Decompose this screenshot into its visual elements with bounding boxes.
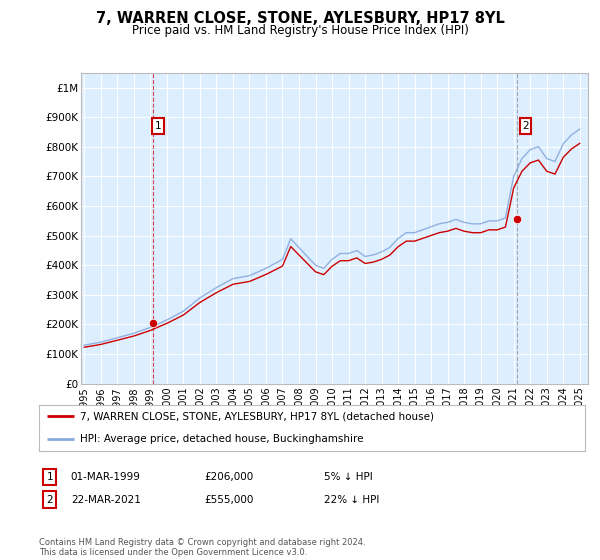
Text: 2: 2 — [46, 494, 53, 505]
Text: 2: 2 — [522, 121, 529, 131]
Text: 7, WARREN CLOSE, STONE, AYLESBURY, HP17 8YL (detached house): 7, WARREN CLOSE, STONE, AYLESBURY, HP17 … — [80, 412, 434, 421]
Text: £206,000: £206,000 — [204, 472, 253, 482]
Text: 22-MAR-2021: 22-MAR-2021 — [71, 494, 140, 505]
Text: 1: 1 — [46, 472, 53, 482]
Text: 5% ↓ HPI: 5% ↓ HPI — [324, 472, 373, 482]
Text: 7, WARREN CLOSE, STONE, AYLESBURY, HP17 8YL: 7, WARREN CLOSE, STONE, AYLESBURY, HP17 … — [95, 11, 505, 26]
Text: Price paid vs. HM Land Registry's House Price Index (HPI): Price paid vs. HM Land Registry's House … — [131, 24, 469, 36]
Text: £555,000: £555,000 — [204, 494, 253, 505]
Text: 1: 1 — [155, 121, 161, 131]
Text: 01-MAR-1999: 01-MAR-1999 — [71, 472, 140, 482]
Text: HPI: Average price, detached house, Buckinghamshire: HPI: Average price, detached house, Buck… — [80, 435, 364, 444]
Text: Contains HM Land Registry data © Crown copyright and database right 2024.
This d: Contains HM Land Registry data © Crown c… — [39, 538, 365, 557]
Text: 22% ↓ HPI: 22% ↓ HPI — [324, 494, 379, 505]
